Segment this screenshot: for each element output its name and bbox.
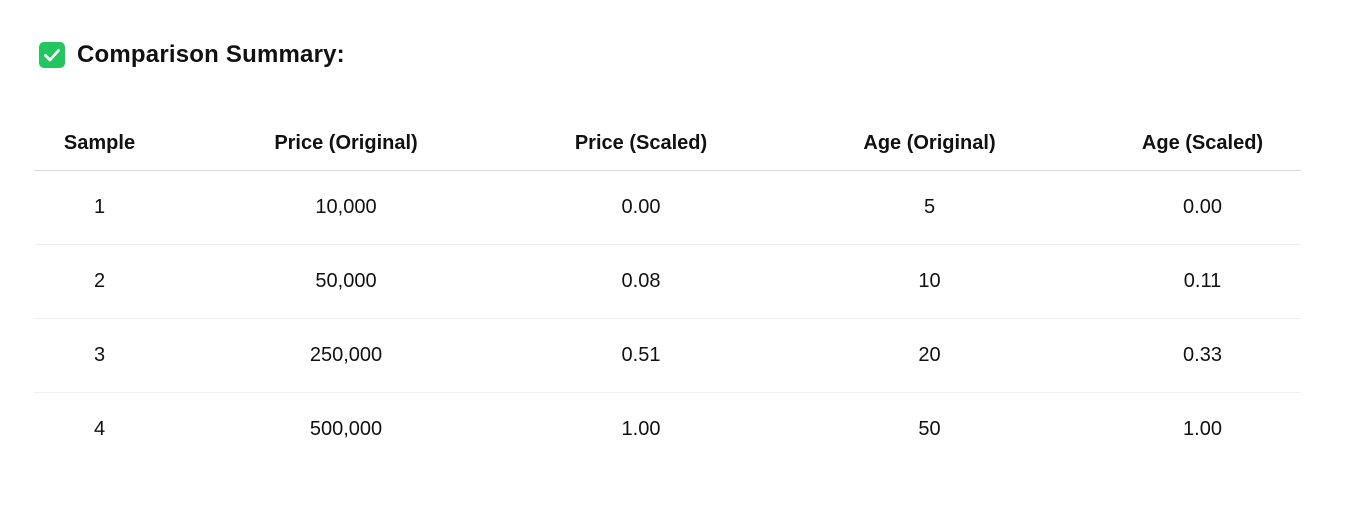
table-row: 2 50,000 0.08 10 0.11 xyxy=(34,244,1301,319)
table-cell: 10 xyxy=(755,244,1104,319)
column-header-sample: Sample xyxy=(34,117,165,171)
table-cell: 0.00 xyxy=(527,170,755,245)
table-header-row: Sample Price (Original) Price (Scaled) A… xyxy=(34,117,1301,171)
comparison-table: Sample Price (Original) Price (Scaled) A… xyxy=(34,117,1301,466)
table-cell: 1.00 xyxy=(1183,418,1222,440)
table-row: 4 500,000 1.00 50 1.00 xyxy=(34,393,1301,467)
table-cell: 0.33 xyxy=(1104,318,1301,393)
table-cell: 1.00 xyxy=(621,418,661,440)
table-row: 1 10,000 0.00 5 0.00 xyxy=(34,170,1301,245)
table-cell: 50 xyxy=(918,418,941,440)
table-cell: 10,000 xyxy=(165,170,527,245)
table-cell: 0.00 xyxy=(1104,170,1301,245)
column-header-price-scaled: Price (Scaled) xyxy=(527,117,755,171)
table-cell: 50,000 xyxy=(165,244,527,319)
column-header-price-original: Price (Original) xyxy=(165,117,527,171)
table-cell: 1 xyxy=(34,170,165,245)
table-cell: 4 xyxy=(93,418,106,440)
page-title: Comparison Summary: xyxy=(77,41,345,68)
table-cell: 20 xyxy=(755,318,1104,393)
check-square-icon xyxy=(39,42,65,68)
table-cell: 5 xyxy=(755,170,1104,245)
column-header-age-original: Age (Original) xyxy=(755,117,1104,171)
table-cell: 3 xyxy=(34,318,165,393)
column-header-age-scaled: Age (Scaled) xyxy=(1104,117,1301,171)
table-cell: 250,000 xyxy=(165,318,527,393)
summary-header: Comparison Summary: xyxy=(39,40,345,70)
table-cell: 0.08 xyxy=(527,244,755,319)
table-cell: 0.51 xyxy=(527,318,755,393)
table-cell: 500,000 xyxy=(309,418,383,440)
table-cell: 2 xyxy=(34,244,165,319)
table-cell: 0.11 xyxy=(1104,244,1301,319)
table-row: 3 250,000 0.51 20 0.33 xyxy=(34,318,1301,393)
